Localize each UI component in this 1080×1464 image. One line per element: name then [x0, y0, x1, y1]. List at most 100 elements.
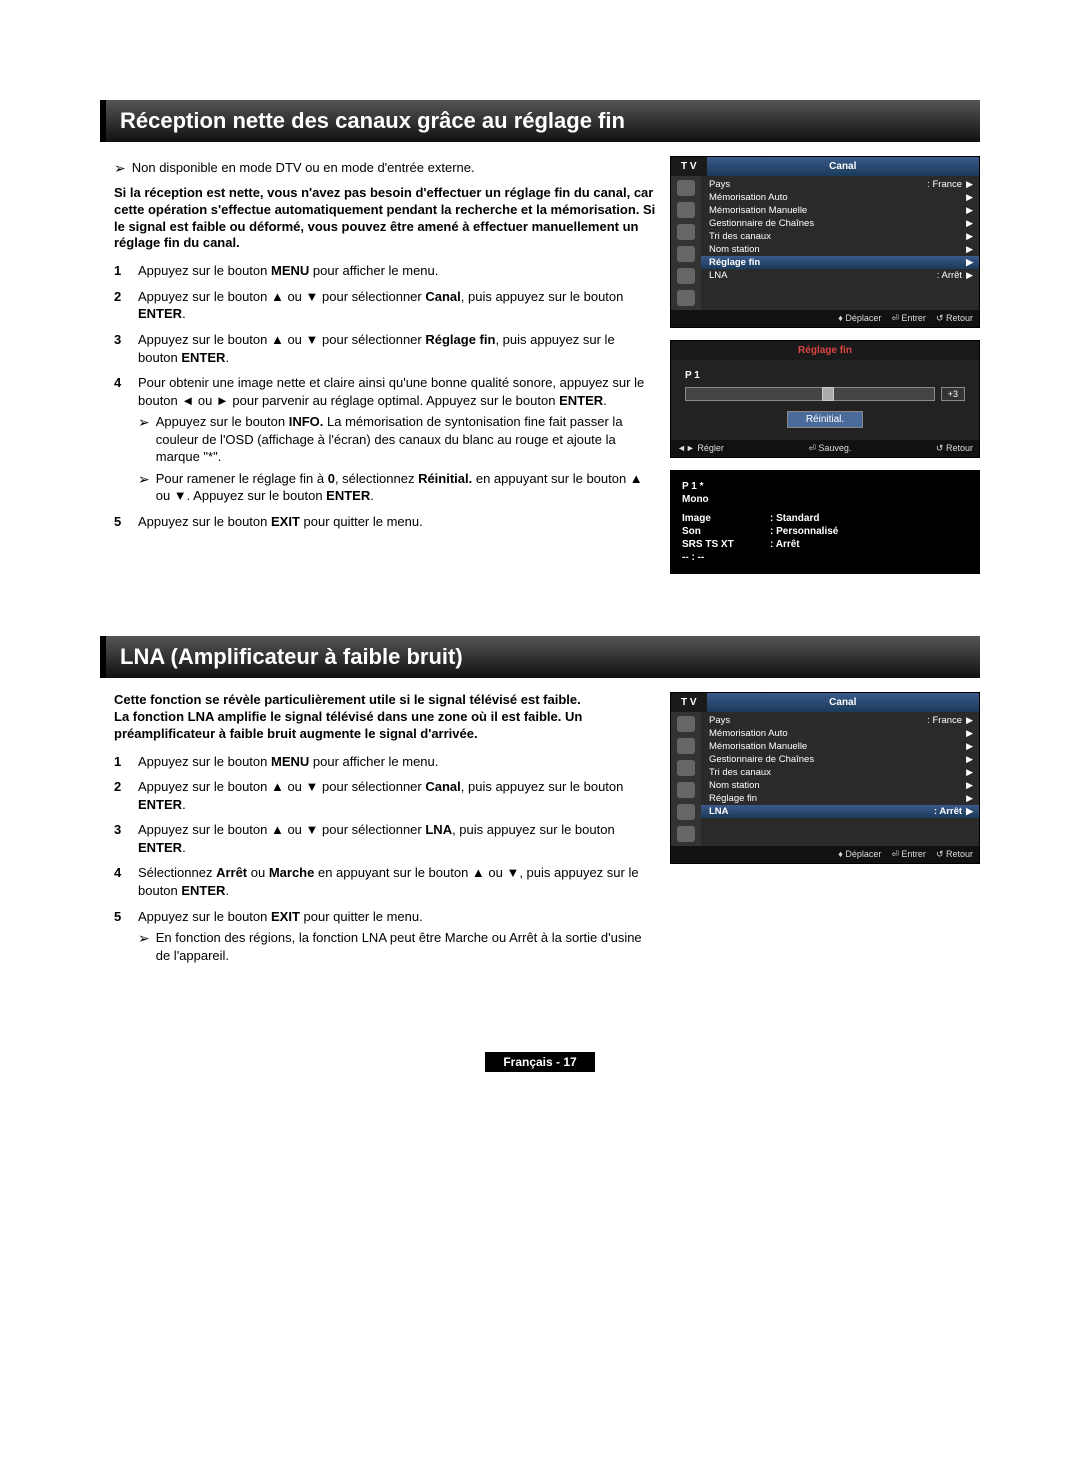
step5: Appuyez sur le bouton EXIT pour quitter … — [138, 908, 658, 965]
arrow-icon: ➢ — [138, 470, 150, 505]
osd-item-value: : Arrêt — [937, 270, 962, 281]
osd-item-value: : France — [927, 715, 962, 726]
info-label: SRS TS XT — [682, 539, 762, 550]
osd-sidebar-icons — [671, 176, 701, 310]
chevron-right-icon: ▶ — [966, 793, 973, 804]
chevron-right-icon: ▶ — [966, 244, 973, 255]
osd-sidebar-icons — [671, 712, 701, 846]
chevron-right-icon: ▶ — [966, 806, 973, 816]
chevron-right-icon: ▶ — [966, 179, 973, 189]
menu-icon — [677, 804, 695, 820]
finetune-value: +3 — [941, 387, 965, 401]
info-value: : Standard — [770, 513, 819, 524]
step-num: 2 — [114, 778, 128, 813]
menu-icon — [677, 716, 695, 732]
page-footer: Français - 17 — [485, 1052, 595, 1072]
chevron-right-icon: ▶ — [966, 780, 973, 791]
osd-item-label: Pays — [709, 715, 730, 726]
osd-footer-move: ♦ Déplacer — [838, 849, 881, 860]
osd-tab-title: Canal — [707, 693, 979, 712]
step2: Appuyez sur le bouton ▲ ou ▼ pour sélect… — [138, 288, 658, 323]
finetune-footer-save: ⏎ Sauveg. — [808, 443, 851, 454]
osd-item-label: Réglage fin — [709, 257, 760, 268]
info-value: : Personnalisé — [770, 526, 838, 537]
osd-item-label: Nom station — [709, 244, 760, 255]
step1: Appuyez sur le bouton MENU pour afficher… — [138, 753, 438, 771]
osd-item-label: Tri des canaux — [709, 767, 771, 778]
chevron-right-icon: ▶ — [966, 205, 973, 216]
section2-text: Cette fonction se révèle particulièremen… — [100, 692, 658, 972]
info-audio: Mono — [682, 494, 762, 505]
finetune-footer-adjust: ◄► Régler — [677, 443, 724, 454]
chevron-right-icon: ▶ — [966, 754, 973, 765]
finetune-slider[interactable] — [685, 387, 935, 401]
menu-icon — [677, 224, 695, 240]
chevron-right-icon: ▶ — [966, 741, 973, 752]
menu-icon — [677, 202, 695, 218]
arrow-icon: ➢ — [114, 160, 126, 177]
menu-icon — [677, 738, 695, 754]
step-num: 1 — [114, 262, 128, 280]
info-label: Image — [682, 513, 762, 524]
menu-icon — [677, 782, 695, 798]
osd-item-label: Mémorisation Manuelle — [709, 741, 807, 752]
osd-item-label: Pays — [709, 179, 730, 190]
step-num: 3 — [114, 331, 128, 366]
menu-icon — [677, 290, 695, 306]
chevron-right-icon: ▶ — [966, 218, 973, 229]
chevron-right-icon: ▶ — [966, 728, 973, 739]
step2: Appuyez sur le bouton ▲ ou ▼ pour sélect… — [138, 778, 658, 813]
chevron-right-icon: ▶ — [966, 767, 973, 778]
chevron-right-icon: ▶ — [966, 231, 973, 242]
step-num: 4 — [114, 374, 128, 505]
step-num: 1 — [114, 753, 128, 771]
osd-canal-menu: T V Canal Pays: France▶ Mémorisation — [670, 156, 980, 328]
osd-item-label: LNA — [709, 270, 727, 281]
osd-item-label: Tri des canaux — [709, 231, 771, 242]
osd-footer-return: ↺ Retour — [936, 313, 973, 324]
arrow-icon: ➢ — [138, 929, 150, 964]
step-num: 5 — [114, 513, 128, 531]
section1-note: Non disponible en mode DTV ou en mode d'… — [132, 160, 475, 175]
menu-icon — [677, 760, 695, 776]
chevron-right-icon: ▶ — [966, 257, 973, 268]
slider-thumb[interactable] — [822, 387, 834, 401]
finetune-reset-button[interactable]: Réinitial. — [787, 411, 863, 428]
step-num: 3 — [114, 821, 128, 856]
osd-item-value: : Arrêt — [934, 806, 962, 817]
step3: Appuyez sur le bouton ▲ ou ▼ pour sélect… — [138, 331, 658, 366]
menu-icon — [677, 826, 695, 842]
info-time: -- : -- — [682, 552, 762, 563]
chevron-right-icon: ▶ — [966, 192, 973, 203]
osd-item-label: Nom station — [709, 780, 760, 791]
section1-intro: Si la réception est nette, vous n'avez p… — [114, 185, 658, 253]
step1: Appuyez sur le bouton MENU pour afficher… — [138, 262, 438, 280]
osd-tv-label: T V — [671, 693, 707, 712]
step5: Appuyez sur le bouton EXIT pour quitter … — [138, 513, 423, 531]
osd-item-label: Gestionnaire de Chaînes — [709, 754, 814, 765]
section2-title: LNA (Amplificateur à faible bruit) — [100, 636, 980, 678]
finetune-footer-return: ↺ Retour — [936, 443, 973, 454]
osd-item-label: Mémorisation Manuelle — [709, 205, 807, 216]
section2-intro: Cette fonction se révèle particulièremen… — [114, 692, 658, 743]
osd-canal-menu-2: T V Canal Pays: France▶ Mémorisation — [670, 692, 980, 864]
osd-item-label: Mémorisation Auto — [709, 192, 788, 203]
step-num: 4 — [114, 864, 128, 899]
finetune-channel: P 1 — [685, 370, 965, 381]
step4: Pour obtenir une image nette et claire a… — [138, 374, 658, 505]
step-num: 2 — [114, 288, 128, 323]
section1-text: ➢ Non disponible en mode DTV ou en mode … — [100, 156, 658, 586]
info-value: : Arrêt — [770, 539, 800, 550]
osd-footer-enter: ⏎ Entrer — [891, 849, 926, 860]
section1-title: Réception nette des canaux grâce au régl… — [100, 100, 980, 142]
menu-icon — [677, 246, 695, 262]
finetune-title: Réglage fin — [671, 341, 979, 360]
osd-item-label: LNA — [709, 806, 729, 817]
chevron-right-icon: ▶ — [966, 270, 973, 280]
osd-item-label: Gestionnaire de Chaînes — [709, 218, 814, 229]
step-num: 5 — [114, 908, 128, 965]
osd-footer-return: ↺ Retour — [936, 849, 973, 860]
menu-icon — [677, 268, 695, 284]
osd-finetune: Réglage fin P 1 +3 Réinitial. ◄► Régler … — [670, 340, 980, 458]
info-channel: P 1 * — [682, 481, 762, 492]
